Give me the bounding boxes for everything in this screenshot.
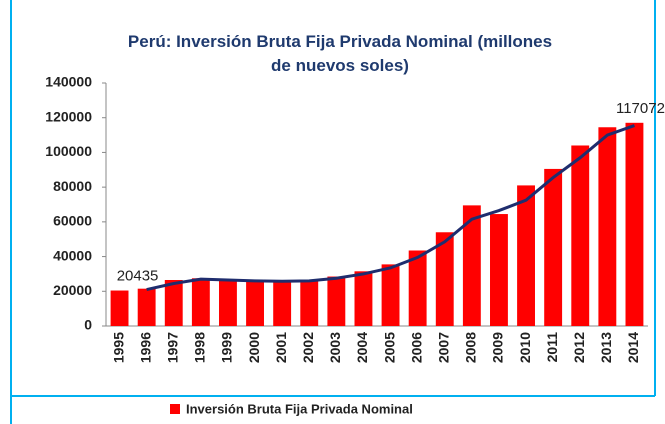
bar [246, 280, 264, 326]
chart-title-line: de nuevos soles) [271, 56, 409, 75]
data-label: 20435 [117, 267, 159, 284]
bar [625, 122, 644, 327]
x-tick-label: 2009 [490, 332, 506, 363]
x-tick-label: 2003 [327, 332, 343, 363]
x-tick-label: 1996 [137, 332, 153, 363]
x-tick-label: 2013 [598, 332, 614, 363]
x-tick-label: 2002 [300, 332, 316, 363]
bar [327, 276, 346, 326]
y-tick-label: 0 [84, 317, 92, 333]
bar [408, 250, 427, 326]
bar [110, 290, 129, 326]
x-tick-label: 2008 [463, 332, 479, 363]
x-tick-label: 1999 [219, 332, 235, 363]
bar [490, 214, 508, 326]
y-tick-label: 20000 [53, 282, 92, 298]
x-tick-label: 1997 [164, 332, 180, 363]
y-tick-label: 100000 [45, 143, 92, 159]
x-tick-label: 2007 [435, 332, 451, 363]
x-tick-label: 2005 [381, 332, 397, 363]
x-tick-label: 2001 [273, 332, 289, 363]
y-tick-label: 120000 [45, 108, 92, 124]
x-tick-label: 2006 [408, 332, 424, 363]
bar [381, 264, 400, 326]
x-tick-label: 2011 [544, 332, 560, 363]
y-tick-label: 140000 [45, 74, 92, 90]
legend-label: Inversión Bruta Fija Privada Nominal [186, 401, 413, 416]
bar [354, 271, 373, 326]
bar [598, 127, 617, 326]
y-tick-label: 40000 [53, 247, 92, 263]
data-label: 117072 [616, 100, 665, 117]
chart-title: Perú: Inversión Bruta Fija Privada Nomin… [128, 32, 552, 75]
bar [164, 280, 183, 326]
y-tick-label: 80000 [53, 178, 92, 194]
y-tick-label: 60000 [53, 213, 92, 229]
bar [137, 288, 156, 326]
x-tick-label: 2012 [571, 332, 587, 363]
bar [300, 280, 319, 326]
x-tick-label: 2004 [354, 332, 370, 363]
bar [273, 281, 292, 326]
bar [435, 232, 454, 326]
bar [462, 205, 481, 326]
bar [544, 168, 563, 326]
x-tick-label: 1998 [192, 332, 208, 363]
bar [191, 278, 210, 326]
bar [571, 145, 590, 326]
x-tick-label: 1995 [110, 332, 126, 363]
x-tick-label: 2010 [517, 332, 533, 363]
trend-line [146, 124, 635, 292]
legend-swatch [170, 404, 180, 414]
chart-title-line: Perú: Inversión Bruta Fija Privada Nomin… [128, 32, 552, 51]
bar [219, 280, 237, 326]
bar [517, 185, 535, 326]
x-tick-label: 2014 [625, 332, 641, 363]
x-tick-label: 2000 [246, 332, 262, 363]
